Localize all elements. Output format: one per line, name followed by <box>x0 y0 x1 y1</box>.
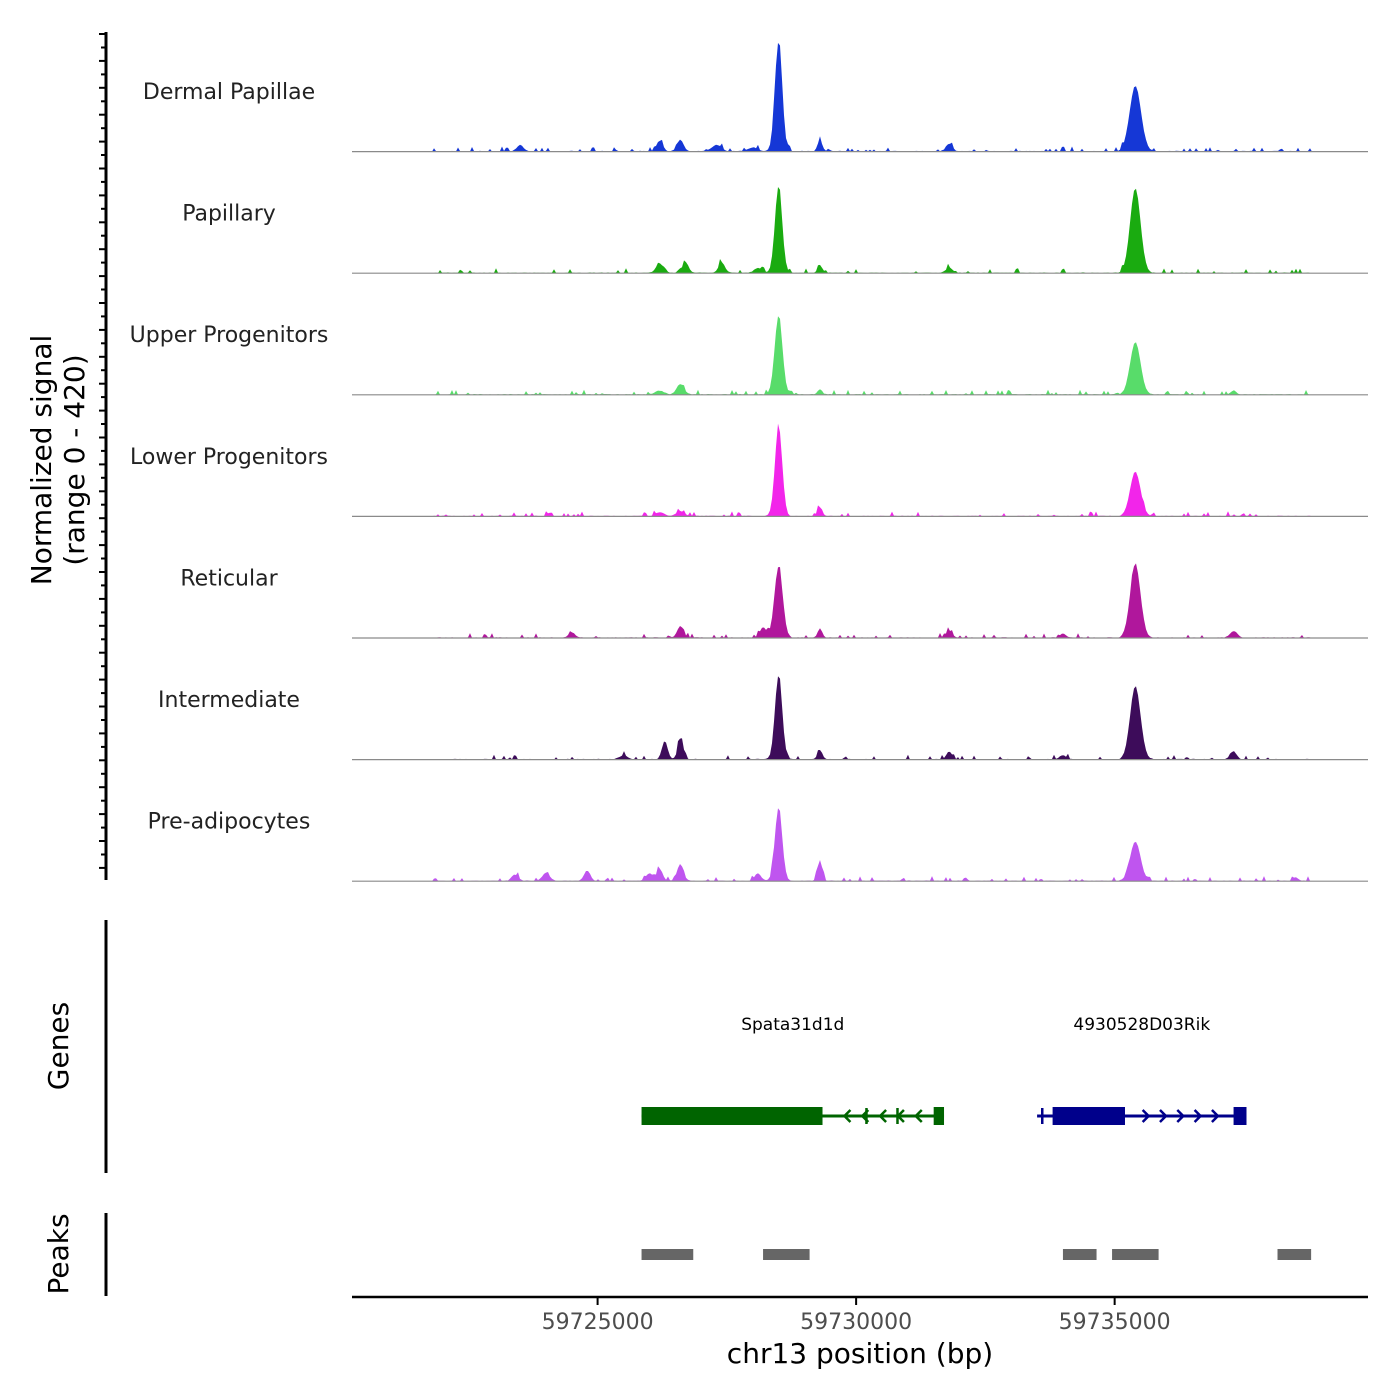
signal-area <box>352 676 1368 760</box>
track-label: Reticular <box>180 566 278 591</box>
signal-area <box>352 808 1368 882</box>
track-upper-progenitors: Upper Progenitors <box>130 316 1368 396</box>
gene-end-exon <box>1233 1107 1247 1125</box>
strand-arrow <box>1141 1109 1151 1123</box>
x-axis-title: chr13 position (bp) <box>727 1337 993 1370</box>
strand-arrow <box>860 1109 870 1123</box>
x-tick-label: 59735000 <box>1059 1310 1171 1335</box>
peaks-track <box>641 1249 1312 1260</box>
signal-y-axis <box>99 32 108 880</box>
signal-area <box>352 316 1368 395</box>
peak-region <box>763 1249 810 1260</box>
peak-region <box>1277 1249 1312 1260</box>
track-label: Pre-adipocytes <box>148 810 311 835</box>
gene-coding-exon <box>1052 1107 1125 1125</box>
peak-region <box>641 1249 694 1260</box>
signal-area <box>352 423 1368 517</box>
track-papillary: Papillary <box>182 187 1368 274</box>
x-tick-label: 59725000 <box>542 1310 654 1335</box>
peak-region <box>1062 1249 1097 1260</box>
gene-spata31d1d: Spata31d1d <box>641 1015 945 1125</box>
gene-4930528d03rik: 4930528D03Rik <box>1037 1015 1247 1125</box>
x-tick-label: 59730000 <box>800 1310 912 1335</box>
track-label: Papillary <box>182 202 276 227</box>
gene-name-label: Spata31d1d <box>741 1015 844 1035</box>
signal-area <box>352 563 1368 638</box>
strand-arrow <box>1159 1109 1168 1123</box>
track-dermal-papillae: Dermal Papillae <box>143 42 1368 153</box>
track-label: Dermal Papillae <box>143 80 315 105</box>
signal-area <box>352 187 1368 274</box>
y-axis-title-line-1: Normalized signal <box>25 335 58 586</box>
track-label: Lower Progenitors <box>130 445 328 470</box>
genes-track: Spata31d1d 4930528D03Rik <box>641 1015 1247 1125</box>
strand-arrow <box>842 1109 852 1123</box>
strand-arrow <box>1176 1109 1186 1123</box>
gene-name-label: 4930528D03Rik <box>1073 1015 1210 1035</box>
strand-arrow <box>1193 1109 1203 1123</box>
y-axis-title-line-2: (range 0 - 420) <box>58 354 91 565</box>
strand-arrow <box>878 1109 887 1123</box>
peaks-track-label: Peaks <box>42 1213 75 1294</box>
track-label: Intermediate <box>158 688 300 713</box>
strand-arrow <box>896 1109 905 1123</box>
strand-arrow <box>1211 1109 1220 1123</box>
signal-area <box>352 42 1368 152</box>
x-axis: 59725000 59730000 59735000 <box>542 1297 1171 1335</box>
peak-region <box>1112 1249 1159 1260</box>
strand-arrow <box>913 1109 923 1123</box>
track-pre-adipocytes: Pre-adipocytes <box>148 808 1368 882</box>
track-label: Upper Progenitors <box>130 323 329 348</box>
genes-track-label: Genes <box>42 1002 75 1090</box>
gene-coding-exon <box>641 1107 823 1125</box>
track-lower-progenitors: Lower Progenitors <box>130 423 1368 518</box>
track-intermediate: Intermediate <box>158 676 1368 761</box>
gene-end-exon <box>933 1107 945 1125</box>
track-reticular: Reticular <box>180 563 1368 639</box>
signal-tracks: Dermal Papillae Papillary Upper Progenitor… <box>130 42 1368 882</box>
